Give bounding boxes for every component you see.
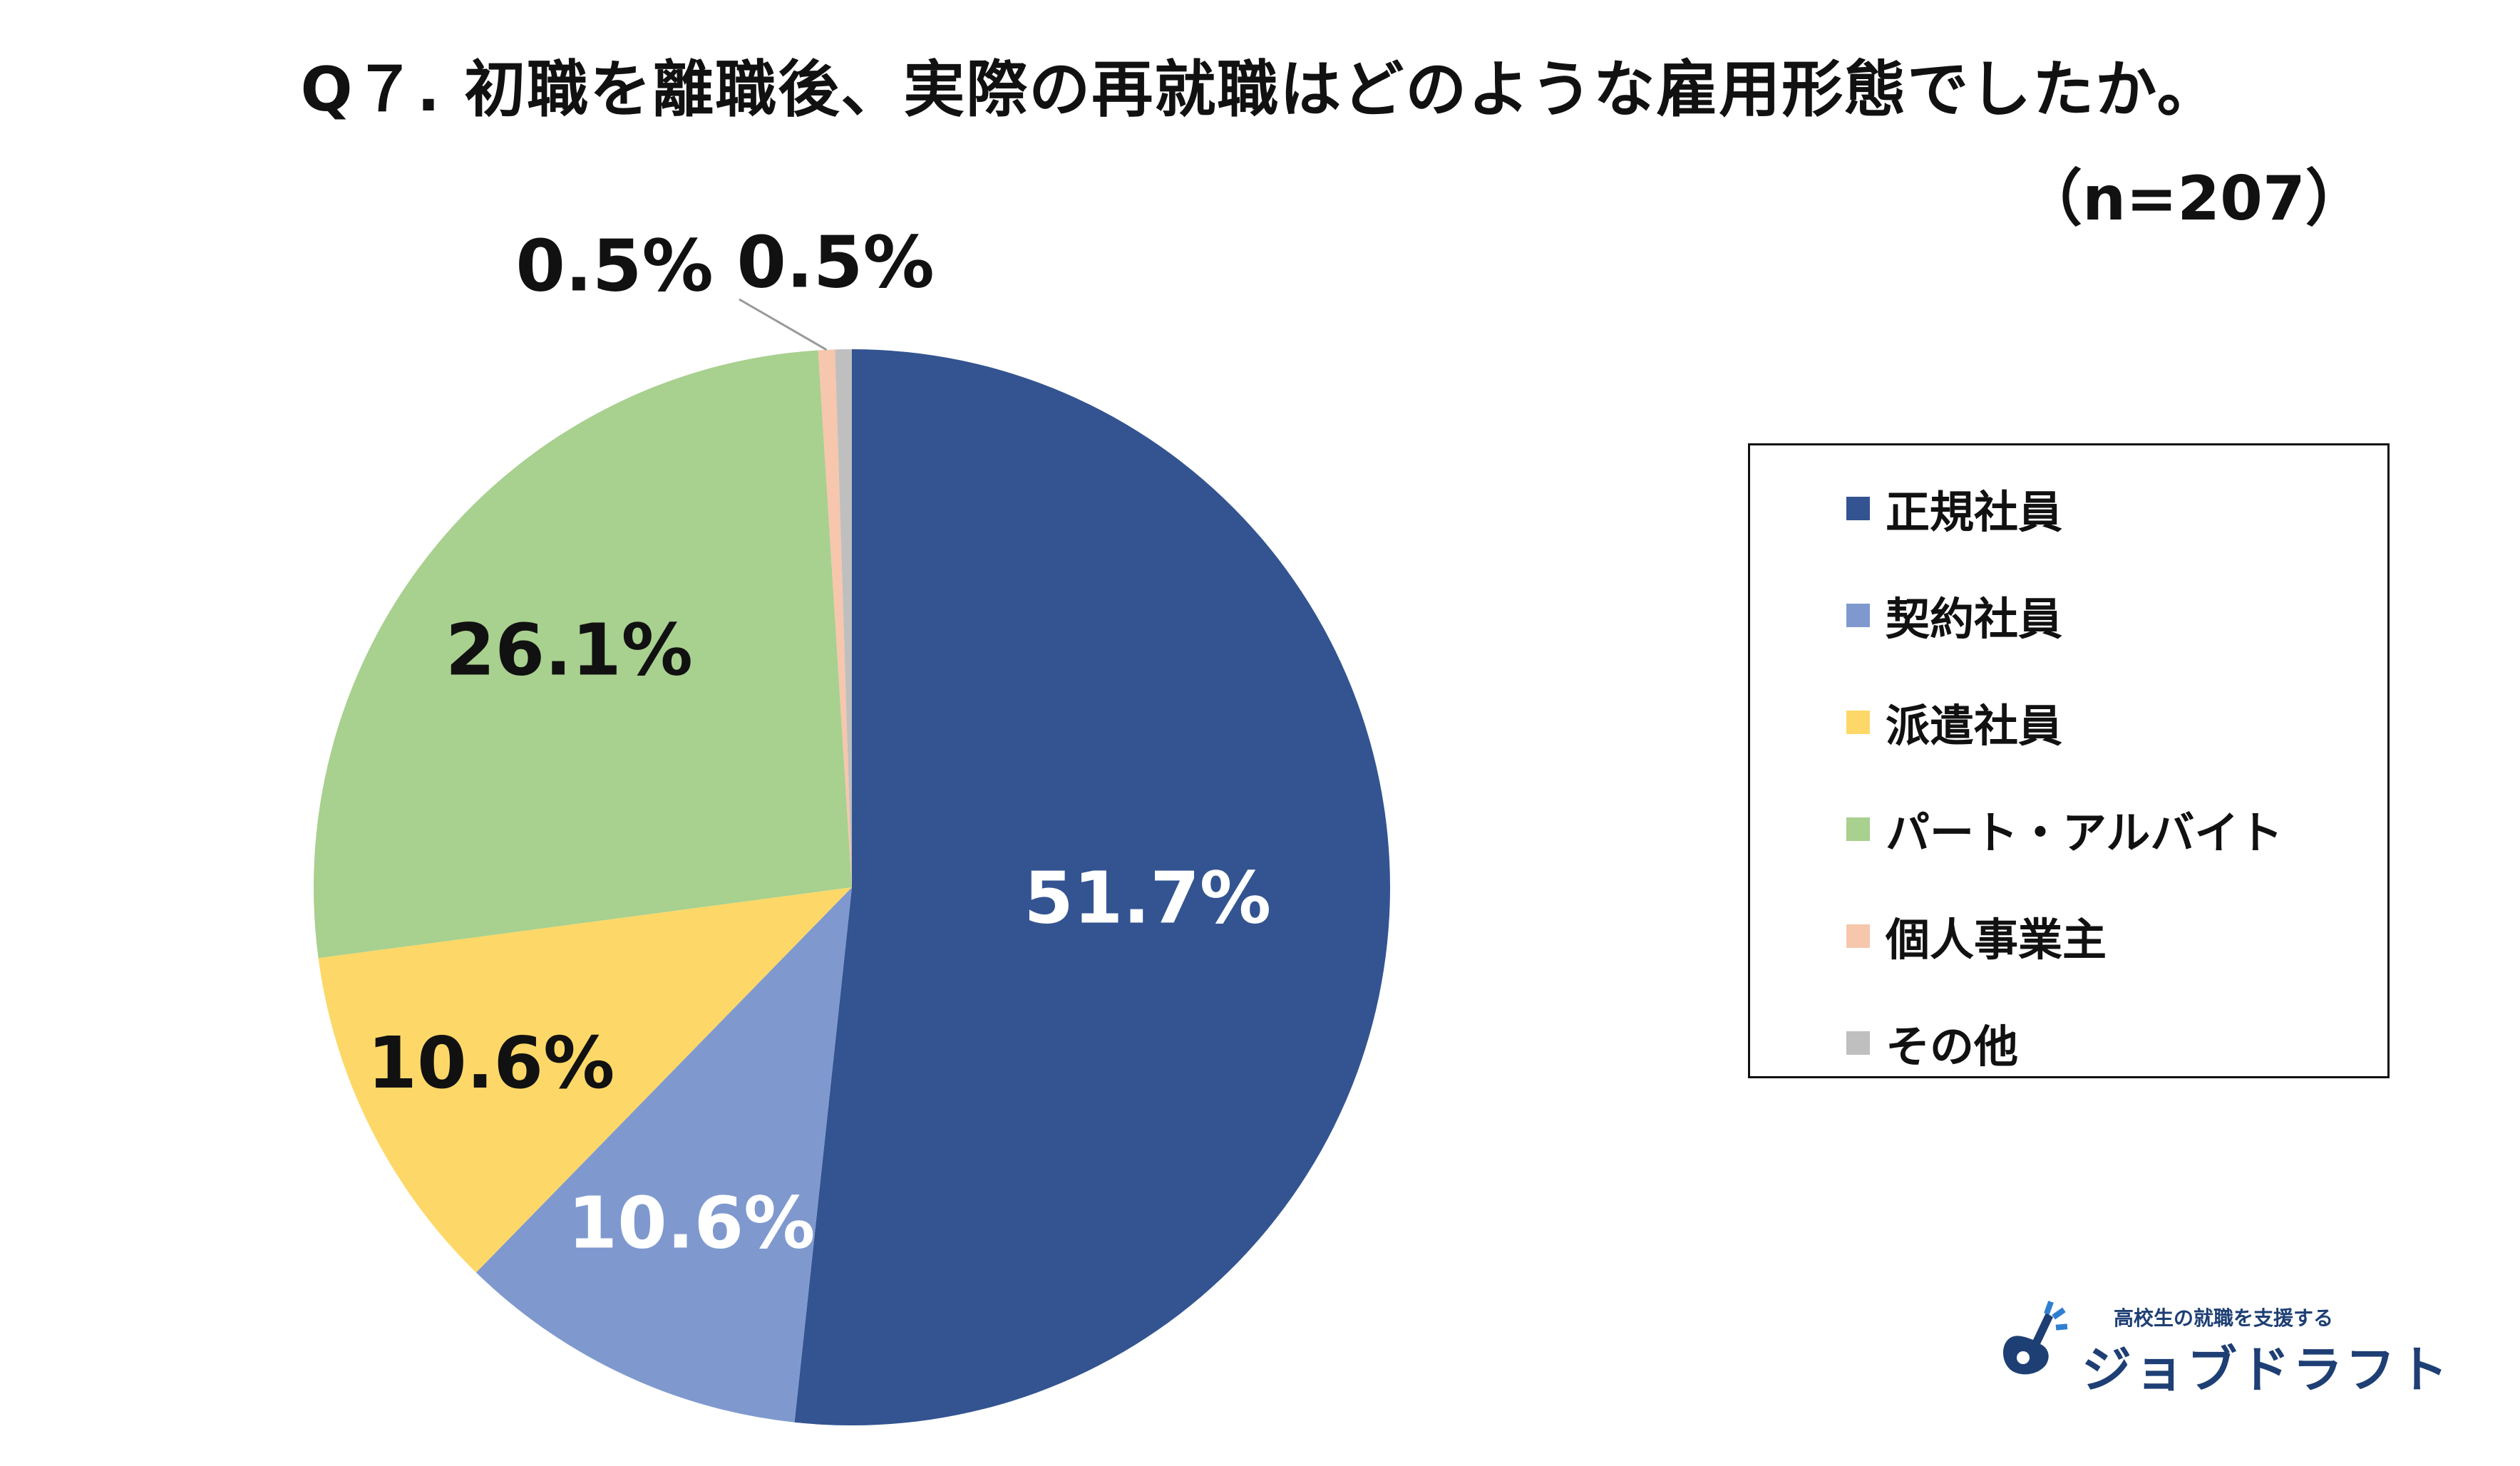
legend-swatch-4 (1846, 817, 1870, 841)
pie-slice-3 (318, 887, 852, 1273)
data-label-1: 51.7% (1024, 857, 1271, 940)
legend-item-2: 契約社員 (1846, 587, 2062, 645)
pie-slice-6 (835, 349, 852, 887)
legend-item-3: 派遣社員 (1846, 693, 2062, 752)
legend-item-5: 個人事業主 (1846, 907, 2107, 966)
legend-label-4: パート・アルバイト (1886, 807, 2283, 859)
chart-title: Q７. 初職を離職後、実際の再就職はどのような雇用形態でしたか。 (300, 54, 2220, 125)
legend-label-2: 契約社員 (1886, 593, 2063, 645)
legend-swatch-2 (1846, 603, 1870, 627)
data-label-6: 0.5% (736, 220, 934, 304)
chart-subtitle: （n=207） (2021, 163, 2367, 234)
legend-label-5: 個人事業主 (1886, 914, 2107, 966)
data-label-3: 10.6% (367, 1021, 614, 1105)
chart-legend: 正規社員契約社員派遣社員パート・アルバイト 個人事業主その他 (1748, 443, 2390, 1078)
pie-slice-2 (475, 887, 852, 1423)
pie-slice-5 (818, 349, 852, 887)
data-label-2: 10.6% (568, 1182, 816, 1265)
logo-name: ジョブドラフト (2082, 1341, 2451, 1399)
legend-item-6: その他 (1846, 1014, 2018, 1073)
brand-logo: 高校生の就職を支援する ジョブドラフト (1996, 1283, 2448, 1399)
legend-swatch-1 (1846, 496, 1870, 520)
legend-item-1: 正規社員 (1846, 480, 2062, 538)
legend-swatch-5 (1846, 924, 1870, 948)
logo-tagline: 高校生の就職を支援する (2114, 1306, 2334, 1330)
legend-label-3: 派遣社員 (1886, 700, 2063, 752)
pie-slice-4 (314, 350, 852, 959)
legend-item-4: パート・アルバイト (1846, 800, 2283, 859)
guitar-icon (2003, 1301, 2068, 1375)
data-label-4: 26.1% (446, 608, 693, 691)
legend-swatch-3 (1846, 710, 1870, 734)
legend-swatch-6 (1846, 1031, 1870, 1055)
leader-line-5 (739, 298, 828, 351)
data-label-5: 0.5% (515, 224, 713, 307)
pie-slice-1 (794, 349, 1390, 1425)
legend-label-1: 正規社員 (1886, 486, 2063, 538)
legend-label-6: その他 (1886, 1021, 2019, 1073)
